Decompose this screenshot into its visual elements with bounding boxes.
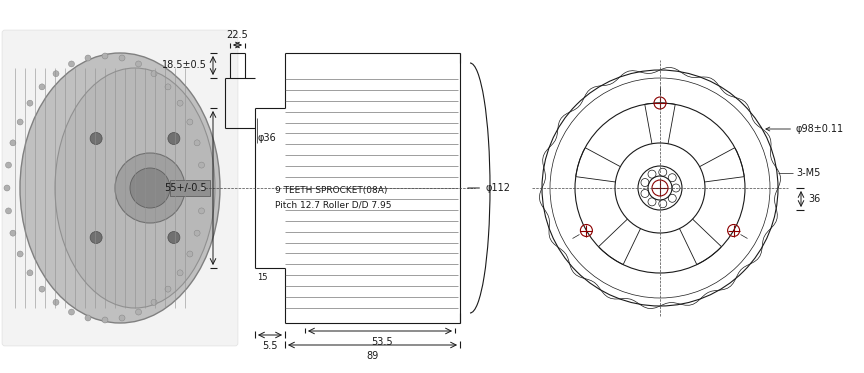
Circle shape	[187, 119, 193, 125]
Text: φ36: φ36	[258, 133, 276, 143]
Circle shape	[199, 162, 205, 168]
Text: 5.5: 5.5	[263, 341, 277, 351]
Circle shape	[39, 286, 45, 292]
Circle shape	[136, 61, 142, 67]
Circle shape	[151, 71, 157, 77]
Circle shape	[187, 251, 193, 257]
Circle shape	[5, 208, 11, 214]
Circle shape	[17, 119, 23, 125]
Circle shape	[68, 309, 74, 315]
Text: 3-M5: 3-M5	[796, 168, 821, 178]
Circle shape	[151, 299, 157, 305]
Circle shape	[136, 309, 142, 315]
Text: φ98±0.11: φ98±0.11	[766, 124, 844, 134]
Circle shape	[27, 270, 33, 276]
Circle shape	[177, 270, 183, 276]
Circle shape	[68, 61, 74, 67]
Circle shape	[165, 286, 171, 292]
Circle shape	[199, 208, 205, 214]
Text: φ112: φ112	[467, 183, 510, 193]
Circle shape	[194, 140, 200, 146]
Circle shape	[119, 55, 125, 61]
Circle shape	[5, 162, 11, 168]
Text: 55+/-0.5: 55+/-0.5	[164, 183, 207, 193]
Circle shape	[10, 230, 16, 236]
Circle shape	[90, 232, 102, 244]
Circle shape	[115, 153, 185, 223]
Circle shape	[90, 132, 102, 144]
Circle shape	[165, 84, 171, 90]
Circle shape	[17, 251, 23, 257]
Circle shape	[39, 84, 45, 90]
Ellipse shape	[20, 53, 220, 323]
Text: 36: 36	[808, 194, 820, 204]
Bar	[170, 180, 210, 196]
Circle shape	[4, 185, 10, 191]
FancyBboxPatch shape	[2, 30, 238, 346]
Text: Pitch 12.7 Roller D/D 7.95: Pitch 12.7 Roller D/D 7.95	[275, 201, 391, 210]
Ellipse shape	[55, 68, 215, 308]
Circle shape	[85, 55, 91, 61]
Text: 9 TEETH SPROCKET(08A): 9 TEETH SPROCKET(08A)	[275, 186, 387, 195]
Text: 22.5: 22.5	[226, 30, 248, 40]
Circle shape	[200, 185, 206, 191]
Circle shape	[102, 53, 108, 59]
Text: 53.5: 53.5	[372, 337, 393, 347]
Circle shape	[53, 71, 59, 77]
Circle shape	[177, 100, 183, 106]
Circle shape	[10, 140, 16, 146]
Text: 15: 15	[257, 273, 268, 282]
Text: 89: 89	[366, 351, 378, 361]
Circle shape	[27, 100, 33, 106]
Circle shape	[168, 232, 180, 244]
Text: 18.5±0.5: 18.5±0.5	[162, 60, 207, 70]
Circle shape	[168, 132, 180, 144]
Circle shape	[85, 315, 91, 321]
Circle shape	[53, 299, 59, 305]
Circle shape	[194, 230, 200, 236]
Circle shape	[119, 315, 125, 321]
Circle shape	[130, 168, 170, 208]
Circle shape	[102, 317, 108, 323]
